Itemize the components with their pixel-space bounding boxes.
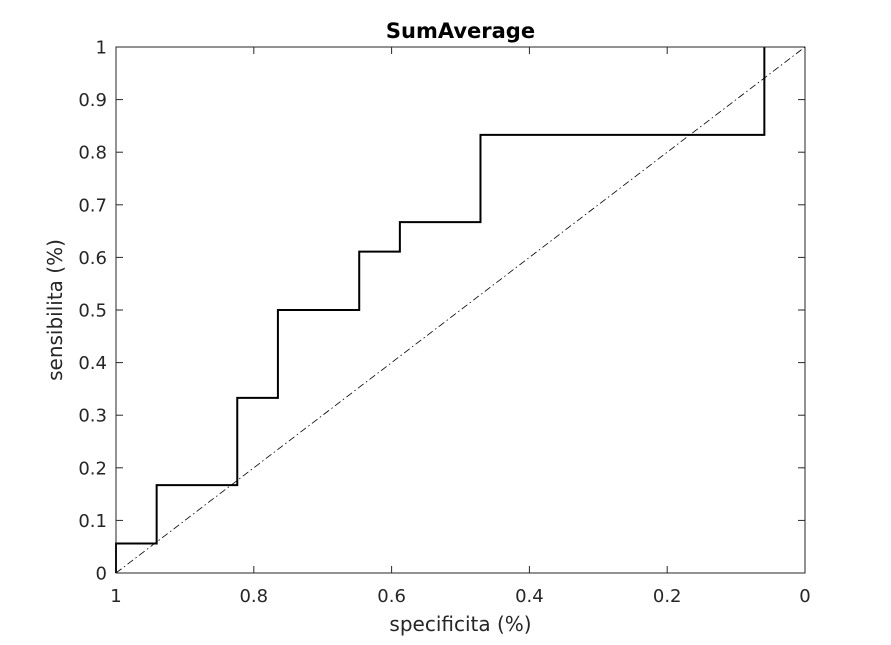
x-tick-label: 1 — [110, 586, 121, 607]
y-tick-label: 1 — [96, 38, 107, 59]
series-layer — [115, 46, 806, 574]
y-tick-label: 0.5 — [78, 301, 107, 322]
x-tick-label: 0.8 — [239, 586, 268, 607]
x-tick-label: 0 — [799, 586, 810, 607]
y-tick-label: 0.2 — [78, 458, 107, 479]
y-tick-label: 0.8 — [78, 143, 107, 164]
chart-title: SumAverage — [386, 19, 535, 43]
x-tick-label: 0.6 — [377, 586, 406, 607]
plot-area — [116, 47, 805, 573]
x-axis-label: specificita (%) — [389, 612, 531, 636]
roc-curve-line — [115, 47, 766, 573]
y-tick-label: 0.4 — [78, 353, 107, 374]
y-tick-label: 0.1 — [78, 511, 107, 532]
y-tick-label: 0.9 — [78, 90, 107, 111]
y-tick-label: 0.3 — [78, 406, 107, 427]
y-tick-label: 0.7 — [78, 195, 107, 216]
y-tick-label: 0.6 — [78, 248, 107, 269]
y-tick-label: 0 — [96, 564, 107, 585]
y-axis-label: sensibilita (%) — [43, 239, 67, 381]
ticks-layer: 1 0.8 0.6 0.4 0.2 0 0 0.1 0.2 0.3 0.4 0.5 0.6 0.7 0.8 0… — [78, 38, 810, 608]
x-tick-label: 0.2 — [653, 586, 682, 607]
x-tick-label: 0.4 — [515, 586, 544, 607]
